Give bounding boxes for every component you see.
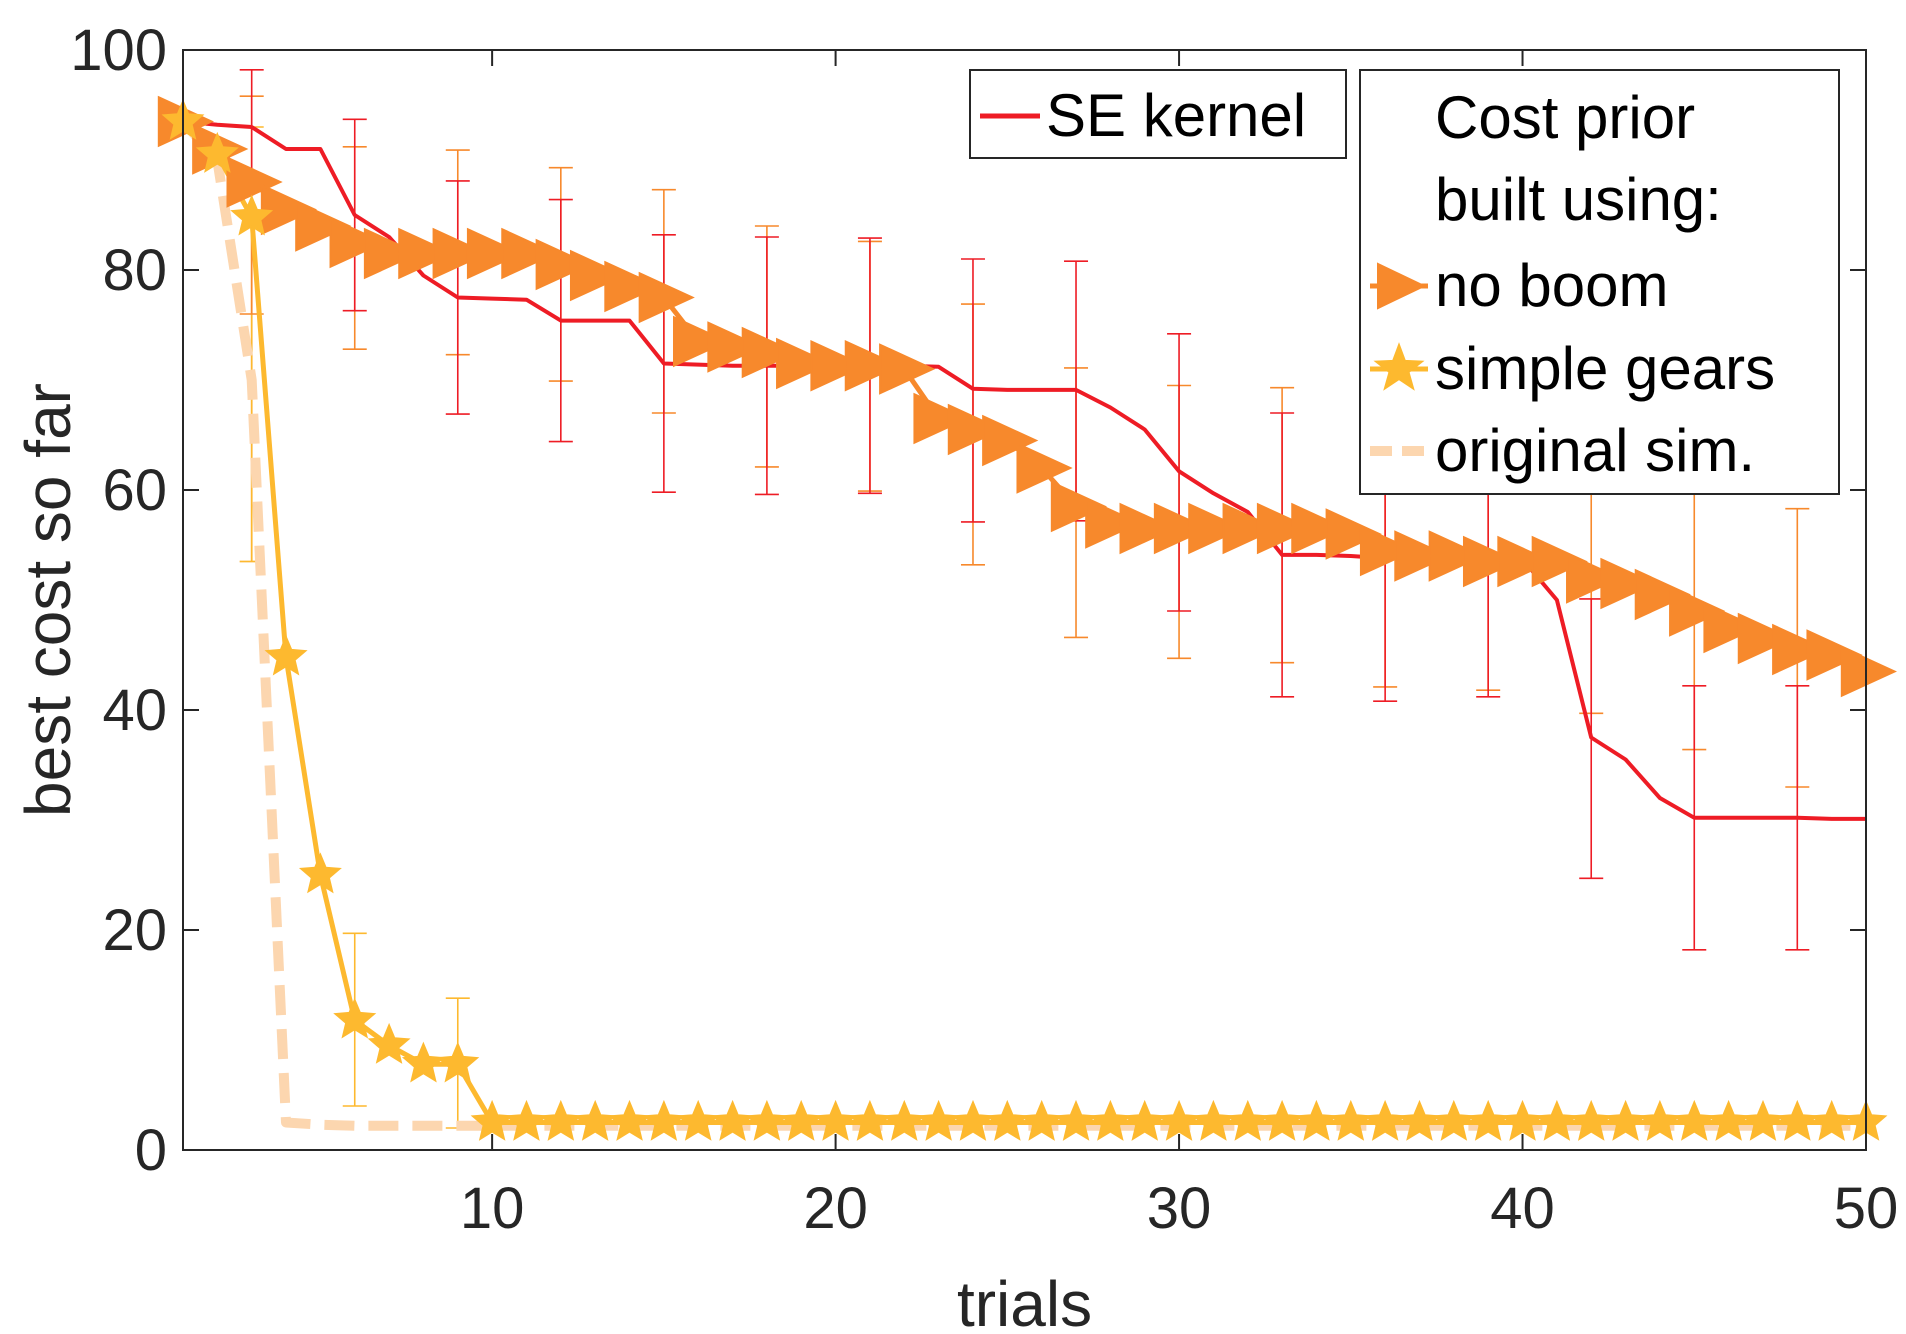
no-boom-marker xyxy=(535,238,592,291)
no-boom-marker xyxy=(982,414,1039,467)
simple-gears-marker xyxy=(436,1041,480,1083)
legend-title-line1: Cost prior xyxy=(1435,84,1695,151)
simple-gears-marker xyxy=(195,131,239,173)
no-boom-marker xyxy=(569,249,627,302)
no-boom-marker xyxy=(638,271,695,324)
no-boom-marker xyxy=(1566,552,1623,604)
x-tick-label: 20 xyxy=(803,1176,868,1241)
legend-se-label: SE kernel xyxy=(1046,82,1306,149)
no-boom-marker xyxy=(776,337,833,390)
x-tick-label: 40 xyxy=(1490,1176,1555,1241)
simple-gears-marker xyxy=(264,634,308,676)
no-boom-marker xyxy=(1497,535,1554,588)
no-boom-marker xyxy=(1737,612,1794,665)
no-boom-marker xyxy=(1531,535,1588,588)
no-boom-marker xyxy=(1772,623,1829,676)
no-boom-marker xyxy=(432,227,489,280)
no-boom-marker xyxy=(1359,524,1417,577)
legend-simple-gears-label: simple gears xyxy=(1435,335,1775,402)
y-tick-label: 60 xyxy=(102,458,167,523)
no-boom-marker xyxy=(1256,502,1314,555)
simple-gears-marker xyxy=(333,997,377,1039)
legend-no-boom-marker xyxy=(1377,262,1427,310)
no-boom-marker xyxy=(466,227,524,280)
no-boom-marker xyxy=(1806,629,1863,681)
no-boom-marker xyxy=(1291,502,1348,555)
series-line-0 xyxy=(182,119,1866,821)
no-boom-marker xyxy=(329,216,386,269)
legend-cost-prior: Cost prior built using: no boom simple g… xyxy=(1359,69,1840,495)
plot-area-frame xyxy=(182,49,1867,1151)
y-tick-label: 100 xyxy=(70,18,167,83)
no-boom-marker xyxy=(1600,557,1657,610)
no-boom-marker xyxy=(1428,530,1485,582)
no-boom-marker xyxy=(707,321,764,373)
no-boom-marker xyxy=(1634,568,1691,621)
tick-labels: 10 20 30 40 50 0 20 40 60 80 100 xyxy=(70,18,1898,1241)
no-boom-marker xyxy=(913,392,970,445)
y-tick-label: 80 xyxy=(102,238,167,303)
no-boom-marker xyxy=(1394,530,1451,582)
no-boom-marker xyxy=(844,339,901,392)
x-axis-label: trials xyxy=(957,1268,1092,1334)
legend-cost-prior-box xyxy=(1359,69,1840,495)
legend-se: SE kernel xyxy=(969,69,1347,159)
no-boom-marker xyxy=(1153,502,1211,555)
y-tick-label: 20 xyxy=(102,898,167,963)
no-boom-marker xyxy=(1085,497,1142,549)
no-boom-marker xyxy=(501,227,558,280)
x-tick-label: 50 xyxy=(1834,1176,1899,1241)
no-boom-marker xyxy=(1669,585,1726,637)
no-boom-marker xyxy=(810,339,867,392)
no-boom-marker xyxy=(1050,480,1108,533)
x-tick-label: 10 xyxy=(460,1176,525,1241)
legend-original-sim-label: original sim. xyxy=(1435,417,1755,484)
no-boom-marker xyxy=(1016,442,1073,494)
legend-title-line2: built using: xyxy=(1435,166,1722,233)
series-markers xyxy=(157,95,1898,1141)
no-boom-marker xyxy=(673,315,730,368)
no-boom-marker xyxy=(226,156,283,208)
y-tick-label: 0 xyxy=(135,1118,167,1183)
simple-gears-marker xyxy=(367,1022,411,1064)
no-boom-marker xyxy=(295,200,352,252)
no-boom-marker xyxy=(604,260,661,313)
x-tick-label: 30 xyxy=(1147,1176,1212,1241)
no-boom-marker xyxy=(398,227,455,280)
no-boom-marker xyxy=(741,326,798,379)
no-boom-marker xyxy=(1222,502,1279,555)
no-boom-marker xyxy=(1188,502,1245,555)
no-boom-marker xyxy=(1840,645,1898,698)
legend-no-boom-label: no boom xyxy=(1435,252,1669,319)
no-boom-marker xyxy=(363,227,421,280)
legend-simple-gears-marker xyxy=(1373,342,1425,391)
no-boom-marker xyxy=(1119,502,1176,555)
no-boom-marker xyxy=(947,403,1004,456)
no-boom-marker xyxy=(1703,601,1760,654)
y-tick-label: 40 xyxy=(102,678,167,743)
simple-gears-marker xyxy=(298,852,342,894)
no-boom-marker xyxy=(879,343,936,395)
no-boom-marker xyxy=(1325,508,1382,560)
simple-gears-marker xyxy=(230,194,274,236)
y-axis-label: best cost so far xyxy=(12,383,84,817)
no-boom-marker xyxy=(1462,535,1520,588)
axis-ticks xyxy=(183,49,1867,1151)
